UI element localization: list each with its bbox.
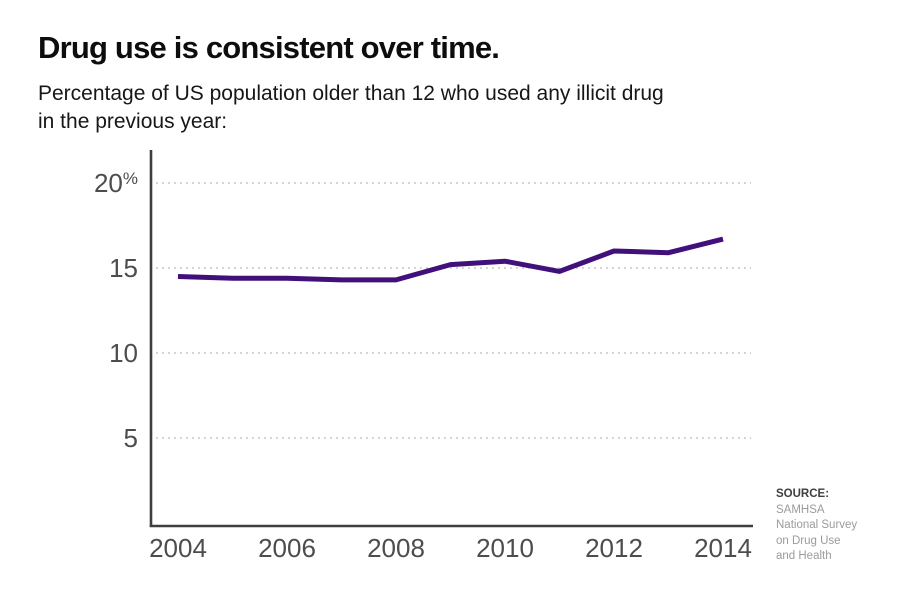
- source-line-4: and Health: [776, 550, 832, 562]
- data-line-illicit-drug-use: [177, 236, 724, 283]
- x-tick-label-2012: 2012: [585, 533, 643, 563]
- chart-title: Drug use is consistent over time.: [38, 30, 500, 65]
- y-tick-label-20: 20%: [94, 168, 138, 198]
- y-tick-label-15: 15: [109, 253, 138, 283]
- x-tick-label-2014: 2014: [694, 533, 752, 563]
- source-line-2: National Survey: [776, 519, 858, 531]
- y-tick-label-5: 5: [124, 423, 138, 453]
- x-tick-label-2008: 2008: [367, 533, 425, 563]
- source-line-3: on Drug Use: [776, 534, 841, 547]
- x-tick-label-2006: 2006: [258, 533, 316, 563]
- chart-subtitle-line-1: Percentage of US population older than 1…: [38, 82, 664, 105]
- x-tick-label-2010: 2010: [476, 533, 534, 563]
- source-line-1: SAMHSA: [776, 503, 825, 516]
- x-tick-label-2004: 2004: [149, 533, 207, 563]
- source-label: SOURCE:: [776, 488, 830, 500]
- chart-subtitle-line-2: in the previous year:: [38, 110, 228, 133]
- source-note: SOURCE: SAMHSA National Survey on Drug U…: [776, 487, 886, 565]
- chart-subtitle: Percentage of US population older than 1…: [38, 80, 664, 136]
- y-tick-label-10: 10: [109, 338, 138, 368]
